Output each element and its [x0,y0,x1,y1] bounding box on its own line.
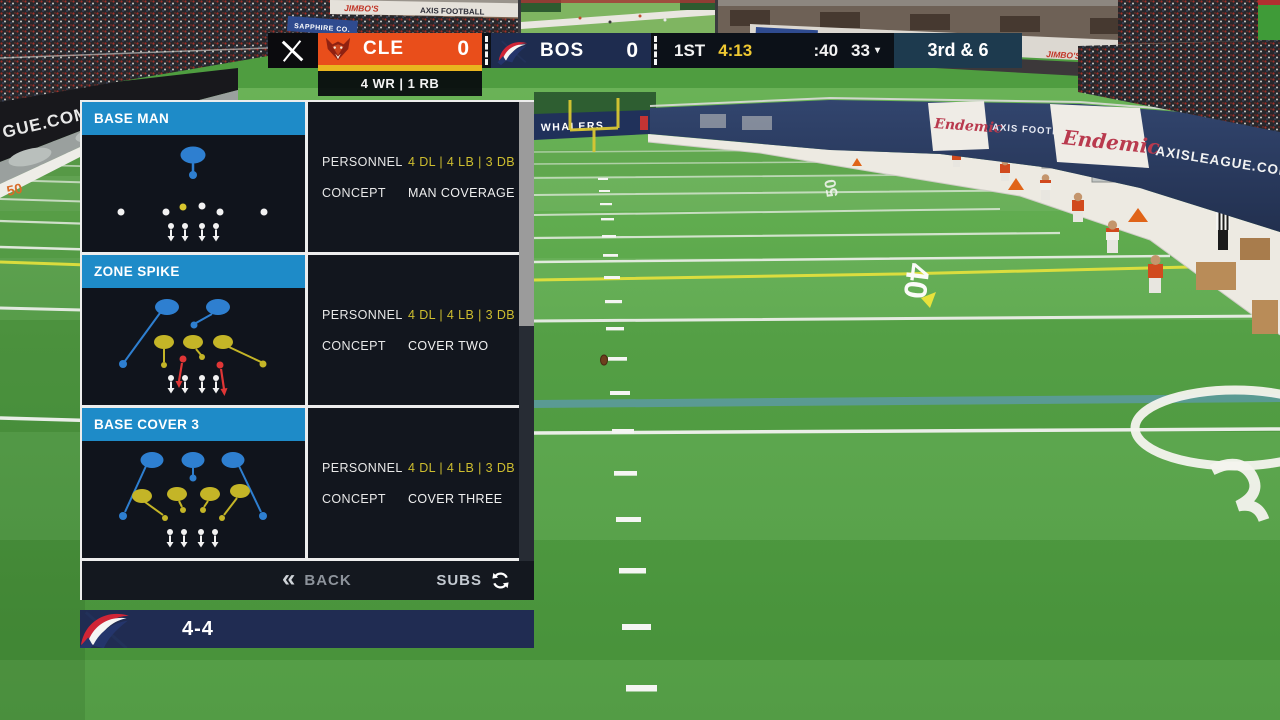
quarter: 1ST [674,40,706,60]
concept-value: MAN COVERAGE [408,185,515,200]
away-team-abbr: CLE [363,38,404,59]
yard-arrow [921,292,936,308]
personnel-label: PERSONNEL [322,307,403,322]
jimbos-banner: JIMBO'S [344,3,379,14]
concept-value: COVER THREE [408,491,503,506]
play-option-base-man[interactable]: BASE MAN [82,102,519,255]
yard-number-near: 40 [897,261,937,301]
concept-label: CONCEPT [322,338,386,353]
home-team-abbr: BOS [540,39,585,61]
substitution-refresh-icon [492,572,509,589]
play-info: PERSONNEL 4 DL | 4 LB | 3 DB CONCEPT MAN C… [308,102,519,252]
subs-label: SUBS [436,572,482,589]
play-diagram-base-cover-3 [82,441,305,558]
personnel-value: 4 DL | 4 LB | 3 DB [408,307,516,322]
right-wall: Endemic AXIS FOOTBALL Endemic AXISLEAGUE… [649,96,1280,232]
jumbotron [518,0,718,38]
play-name: ZONE SPIKE [82,255,305,288]
sideline-marker: 50 [5,180,24,199]
play-info: PERSONNEL 4 DL | 4 LB | 3 DB CONCEPT COVER… [308,255,519,405]
personnel-label: PERSONNEL [322,460,403,475]
home-score: 0 [626,38,638,62]
yard-number-far: 50 [822,178,842,199]
play-clock: :40 [813,40,839,60]
playbook-footer: « BACK SUBS [82,561,534,600]
personnel-value: 4 DL | 4 LB | 3 DB [408,460,516,475]
football [600,354,608,366]
upper-stadium: JIMBO'S AXIS FOOTBALL SAPPHIRE CO. SAP [0,0,1280,132]
double-chevron-left-icon: « [282,564,296,592]
away-score: 0 [457,37,469,60]
hud-divider [482,33,491,68]
whale-logo-icon [496,36,530,66]
hud-divider [651,33,660,68]
scoreboard: CLE 0 BOS 0 1ST 4:13 :40 33 ▾ 3rd & 6 [268,33,1022,68]
hash-marks [598,178,657,692]
formation-name: 4-4 [182,618,214,640]
fox-logo-icon [323,35,353,63]
x-logo-icon [281,39,304,62]
back-button[interactable]: « BACK [282,561,352,600]
defensive-playbook-panel: BASE MAN [80,100,534,600]
chevron-down-icon: ▾ [874,45,880,56]
concept-label: CONCEPT [322,185,386,200]
jimbos-banner-right: JIMBO'S [1046,49,1081,61]
concept-label: CONCEPT [322,491,386,506]
field-markings: 40 50 [600,178,1280,523]
counter-dropdown[interactable]: 33 ▾ [851,41,880,61]
back-label: BACK [304,572,352,589]
play-option-zone-spike[interactable]: ZONE SPIKE [82,255,519,408]
away-team-score: CLE 0 [318,33,482,68]
crowd-right-upper [1118,0,1280,44]
endemic-banner-small: Endemic [933,116,1004,137]
home-team-score: BOS 0 [491,33,651,68]
play-option-base-cover-3[interactable]: BASE COVER 3 [82,408,519,561]
playlist-scrollbar[interactable] [519,102,534,561]
clock-box: 1ST 4:13 :40 33 ▾ [660,33,894,68]
play-diagram-zone-spike [82,288,305,405]
personnel-value: 4 DL | 4 LB | 3 DB [408,154,516,169]
play-name: BASE COVER 3 [82,408,305,441]
personnel-label: PERSONNEL [322,154,403,169]
play-name: BASE MAN [82,102,305,135]
personnel-package: 4 WR | 1 RB [318,68,482,96]
crowd-right [1078,40,1280,132]
down-distance: 3rd & 6 [894,33,1022,68]
goal-post [568,98,620,152]
counter-value: 33 [851,40,870,60]
play-diagram-base-man [82,135,305,252]
subs-button[interactable]: SUBS [436,561,510,600]
axis-logo [268,33,318,68]
scrollbar-thumb[interactable] [519,102,534,326]
play-info: PERSONNEL 4 DL | 4 LB | 3 DB CONCEPT COVER… [308,408,519,558]
axis-football-top-banner: AXIS FOOTBALL [420,6,485,17]
painted-script [1209,458,1270,523]
sapphire-banner: SAPPHIRE CO. [294,23,351,34]
whale-logo-icon [80,610,134,648]
formation-bar[interactable]: 4-4 [80,610,534,648]
game-clock: 4:13 [718,40,753,60]
concept-value: COVER TWO [408,338,489,353]
